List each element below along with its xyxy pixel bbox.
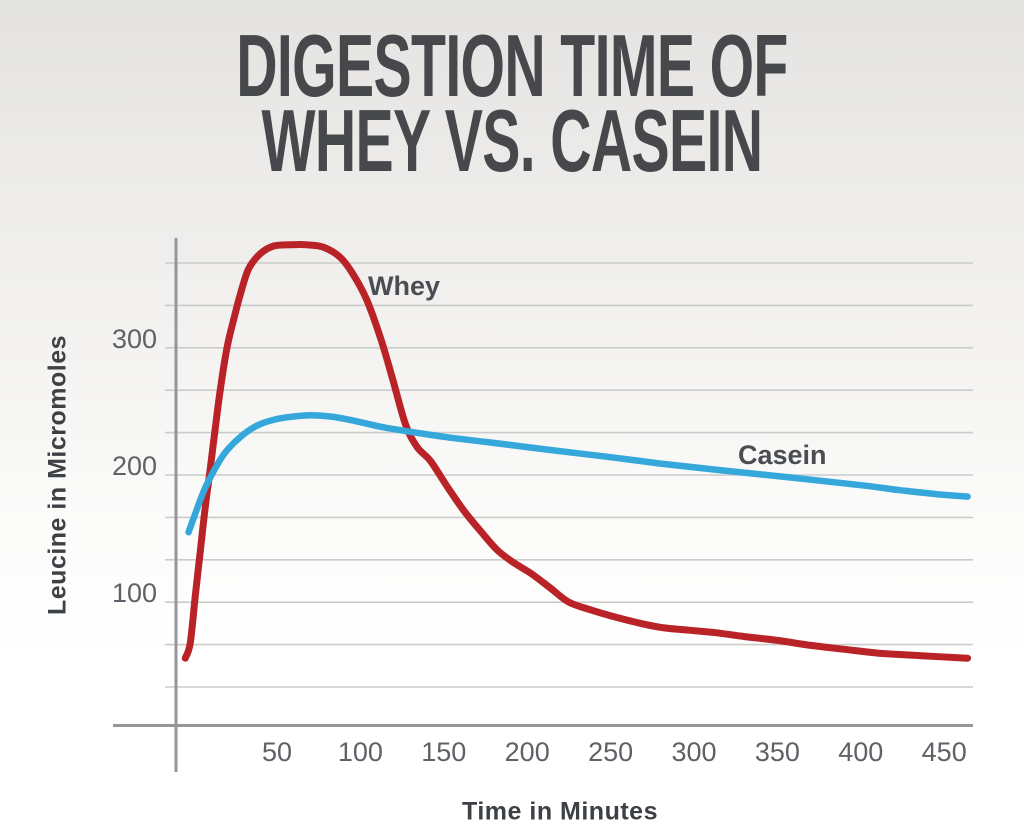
x-tick-label: 350 [755,737,800,767]
chart-title: DIGESTION TIME OF WHEY VS. CASEIN [0,16,1024,190]
whey-curve [181,241,972,662]
whey-series-label: Whey [368,271,441,301]
casein-curve [185,411,971,536]
x-tick-label: 450 [922,737,967,767]
x-tick-label: 200 [505,737,550,767]
x-tick-label: 150 [421,737,466,767]
axes [113,238,973,772]
x-axis-title: Time in Minutes [462,797,658,826]
chart-title-line-2: WHEY VS. CASEIN [261,91,764,190]
x-tick-label: 250 [588,737,633,767]
x-tick-label: 100 [338,737,383,767]
x-tick-label: 300 [671,737,716,767]
chart-title-line-1: DIGESTION TIME OF [236,16,788,115]
gridlines [165,262,973,688]
x-tick-labels: 50 100 150 200 250 300 350 400 450 [262,737,967,767]
x-tick-label: 400 [838,737,883,767]
x-tick-label: 50 [262,737,292,767]
y-tick-label: 300 [112,324,157,354]
y-tick-label: 100 [112,578,157,608]
casein-series-label: Casein [738,440,827,470]
y-tick-labels: 100 200 300 [112,324,157,608]
y-tick-label: 200 [112,451,157,481]
